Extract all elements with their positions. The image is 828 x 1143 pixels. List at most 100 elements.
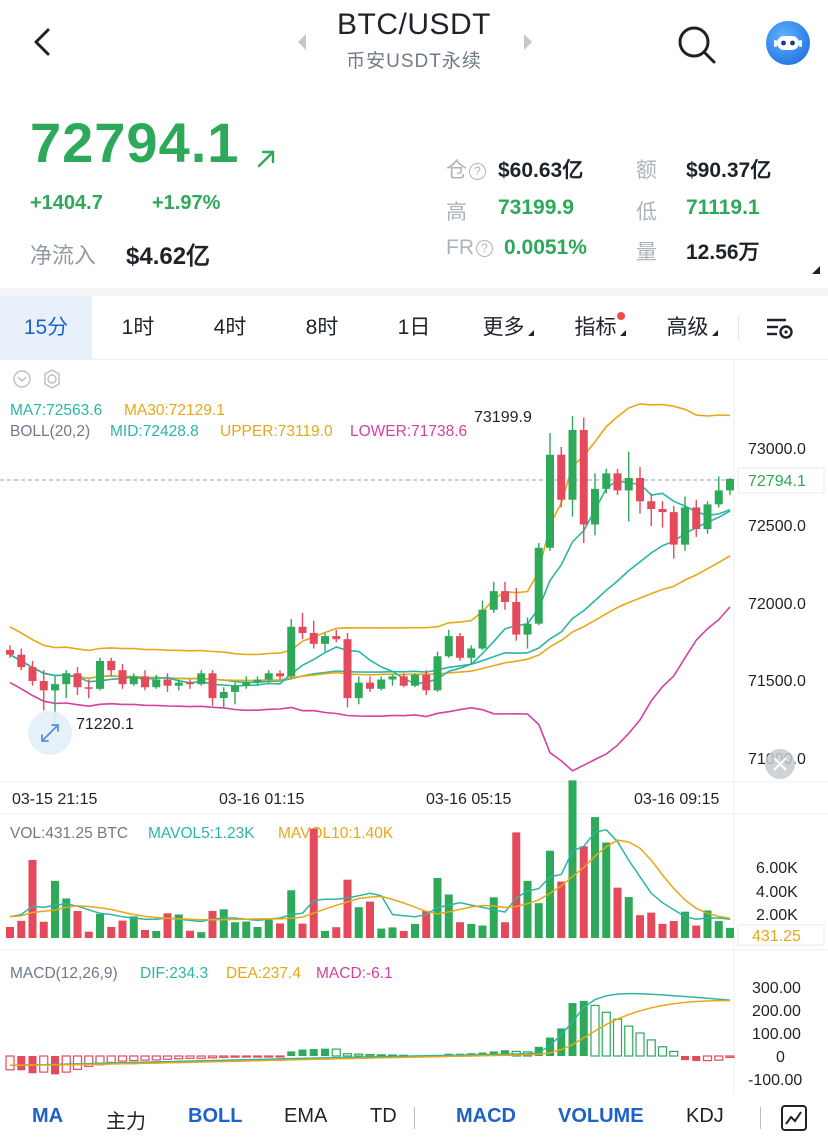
gear-icon[interactable] [44, 369, 60, 389]
volume-bar [523, 880, 532, 938]
help-icon[interactable]: ? [469, 163, 486, 180]
volume-bar [501, 922, 509, 938]
macd-bar [140, 1055, 150, 1061]
pair-selector[interactable]: BTC/USDT 币安USDT永续 [260, 8, 568, 73]
macd-y-tick: 100.00 [752, 1026, 801, 1043]
volume-bar [568, 780, 577, 938]
tab-15m[interactable]: 15分 [0, 296, 92, 360]
macd-bar [17, 1056, 26, 1071]
indicator-separator [760, 1107, 761, 1129]
volume-bar [141, 930, 149, 938]
volume-bar [647, 912, 656, 938]
volume-bar [613, 887, 622, 938]
volume-bar [321, 930, 329, 938]
prev-pair-icon[interactable] [294, 30, 310, 54]
indicator-ma[interactable]: MA [32, 1105, 64, 1127]
macd-bar [669, 1050, 679, 1057]
indicator-kdj[interactable]: KDJ [686, 1105, 724, 1127]
candle-body [96, 660, 104, 689]
fullscreen-icon[interactable] [28, 711, 72, 755]
volume-bar [186, 930, 194, 938]
next-pair-icon[interactable] [520, 30, 536, 54]
candle-body [726, 478, 734, 491]
mavol5-line [9, 828, 731, 923]
macd-bar [287, 1051, 296, 1056]
candle-body [118, 670, 127, 685]
candle-body [141, 676, 149, 688]
dif-line [9, 992, 731, 1066]
vol-y-tick: 2.00K [756, 907, 798, 924]
candle-body [152, 679, 161, 688]
expand-corner-icon[interactable] [812, 266, 820, 274]
time-label: 03-15 21:15 [12, 791, 98, 808]
collapse-icon[interactable] [13, 370, 31, 388]
candle-body [557, 454, 566, 500]
robot-avatar-icon[interactable] [766, 21, 810, 65]
candle-body [411, 674, 419, 686]
net-inflow-label: 净流入 [30, 243, 97, 268]
indicator-boll[interactable]: BOLL [188, 1105, 243, 1127]
candle-body [332, 636, 341, 640]
macd-bar [612, 1018, 623, 1057]
volume-bar [17, 920, 26, 938]
indicator-volume[interactable]: VOLUME [558, 1105, 644, 1127]
candle-body [321, 636, 329, 644]
y-tick: 71500.0 [748, 673, 806, 690]
open-interest-label-text: 仓 [446, 159, 467, 182]
tab-4h[interactable]: 4时 [213, 316, 247, 339]
tab-advanced[interactable]: 高级 [646, 296, 738, 360]
tab-1d[interactable]: 1日 [397, 316, 431, 339]
macd-hist-legend: MACD:-6.1 [316, 965, 393, 982]
macd-bar [321, 1048, 329, 1056]
macd-bar [72, 1055, 83, 1070]
candle-body [51, 684, 59, 691]
tab-1h[interactable]: 1时 [121, 316, 155, 339]
candle-body [546, 454, 554, 548]
volume-bar [219, 909, 228, 938]
volume-bar [534, 903, 543, 938]
time-label: 03-16 09:15 [634, 791, 720, 808]
funding-rate-label[interactable]: FR? [446, 236, 493, 260]
macd-legend: MACD(12,26,9) [10, 965, 118, 982]
chart-style-icon[interactable] [780, 1104, 808, 1132]
volume-bar [512, 832, 521, 938]
candle-body [129, 676, 138, 685]
boll-mid-legend: MID:72428.8 [110, 423, 199, 440]
help-icon[interactable]: ? [476, 240, 493, 257]
candle-body [613, 473, 622, 491]
volume-bar [456, 922, 464, 938]
tab-8h[interactable]: 8时 [305, 316, 339, 339]
candle-body [264, 673, 273, 680]
indicator-ema[interactable]: EMA [284, 1105, 328, 1127]
volume-bar [422, 910, 431, 938]
volume-bar [726, 927, 734, 938]
dropdown-corner-icon [527, 330, 534, 336]
tab-indicators[interactable]: 指标 [554, 296, 646, 360]
macd-bar [376, 1054, 386, 1057]
candle-body [512, 602, 521, 635]
macd-bar [309, 1049, 318, 1056]
close-overlay-icon[interactable] [765, 749, 795, 779]
volume-bar [602, 842, 611, 938]
candle-body [647, 501, 656, 509]
indicator-td[interactable]: TD [370, 1105, 397, 1127]
candle-body [692, 507, 701, 530]
notification-dot [617, 312, 625, 320]
kline-chart[interactable]: MA7:72563.6 MA30:72129.1 BOLL(20,2) MID:… [0, 0, 828, 1095]
volume-bar [231, 922, 239, 938]
macd-bar [681, 1056, 689, 1061]
search-icon[interactable] [674, 22, 718, 66]
indicator-main-force[interactable]: 主力 [106, 1111, 146, 1133]
macd-bar [5, 1055, 15, 1071]
tab-more[interactable]: 更多 [462, 296, 554, 360]
candle-body [231, 685, 239, 692]
candle-body [703, 504, 712, 530]
open-interest-label[interactable]: 仓? [446, 154, 486, 184]
macd-y-tick: 300.00 [752, 980, 801, 997]
indicator-macd[interactable]: MACD [456, 1105, 516, 1127]
chart-settings-icon[interactable] [764, 314, 796, 342]
low-marker: 71220.1 [76, 716, 134, 733]
high-marker: 73199.9 [474, 409, 532, 426]
volume-bar [332, 927, 341, 938]
back-arrow-icon[interactable] [22, 22, 62, 62]
